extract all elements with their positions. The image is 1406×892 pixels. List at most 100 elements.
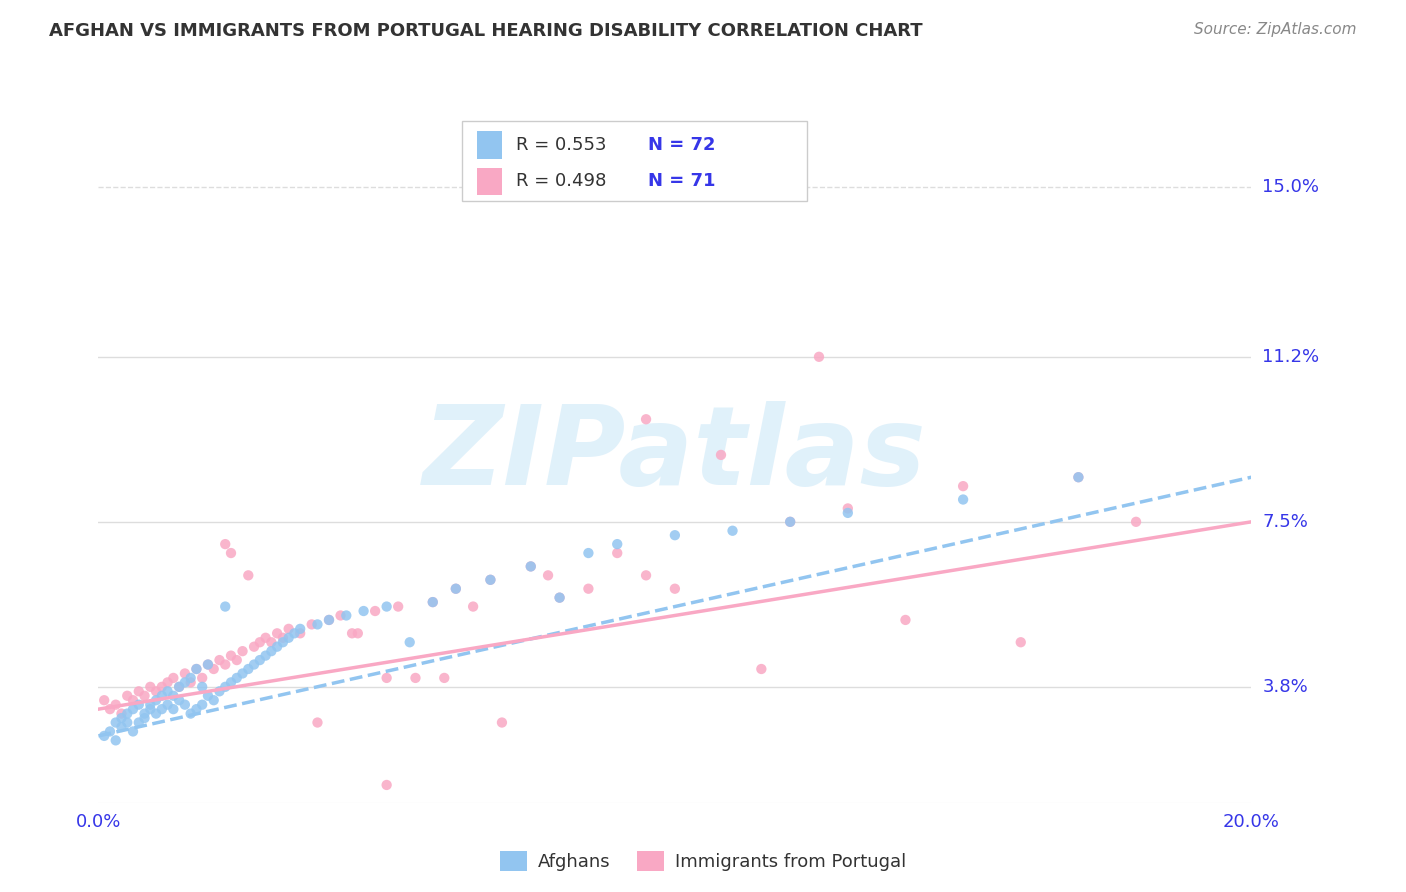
Point bbox=[952, 479, 974, 493]
Point bbox=[156, 675, 179, 690]
Point bbox=[225, 653, 247, 667]
Point bbox=[751, 662, 773, 676]
Point bbox=[636, 412, 658, 426]
Point bbox=[266, 640, 288, 654]
Point bbox=[807, 350, 830, 364]
Point bbox=[162, 689, 184, 703]
Point bbox=[98, 702, 121, 716]
Point bbox=[364, 604, 387, 618]
Point bbox=[301, 617, 323, 632]
Point bbox=[110, 720, 132, 734]
Point bbox=[122, 724, 145, 739]
Point bbox=[307, 715, 329, 730]
Point bbox=[117, 706, 138, 721]
Point bbox=[104, 698, 127, 712]
Point bbox=[283, 626, 305, 640]
Point bbox=[353, 604, 375, 618]
Point bbox=[260, 644, 283, 658]
Point bbox=[122, 693, 145, 707]
Point bbox=[117, 689, 138, 703]
Point bbox=[174, 675, 197, 690]
Point bbox=[307, 617, 329, 632]
Point bbox=[479, 573, 502, 587]
Point bbox=[537, 568, 560, 582]
Point bbox=[387, 599, 409, 614]
Point bbox=[249, 635, 271, 649]
Point bbox=[231, 644, 254, 658]
Point bbox=[128, 698, 150, 712]
Point bbox=[122, 702, 145, 716]
Point bbox=[636, 568, 658, 582]
Point bbox=[290, 626, 312, 640]
Point bbox=[174, 698, 197, 712]
Point bbox=[779, 515, 801, 529]
Point bbox=[277, 631, 299, 645]
Point bbox=[219, 675, 242, 690]
Point bbox=[894, 613, 917, 627]
Point bbox=[606, 537, 628, 551]
Point bbox=[548, 591, 571, 605]
Point bbox=[197, 657, 219, 672]
Text: 15.0%: 15.0% bbox=[1263, 178, 1319, 196]
Point bbox=[271, 631, 294, 645]
Point bbox=[128, 684, 150, 698]
Point bbox=[779, 515, 801, 529]
Point bbox=[167, 680, 190, 694]
Point bbox=[162, 671, 184, 685]
Point bbox=[139, 680, 162, 694]
Point bbox=[150, 680, 173, 694]
Text: R = 0.553: R = 0.553 bbox=[516, 136, 606, 154]
Point bbox=[1067, 470, 1090, 484]
Point bbox=[214, 657, 236, 672]
Point bbox=[202, 693, 225, 707]
Point bbox=[254, 631, 277, 645]
Point bbox=[93, 693, 115, 707]
Point bbox=[318, 613, 340, 627]
Point bbox=[197, 657, 219, 672]
Point bbox=[271, 635, 294, 649]
Point bbox=[721, 524, 744, 538]
Point bbox=[1010, 635, 1032, 649]
Text: R = 0.498: R = 0.498 bbox=[516, 172, 606, 191]
Point bbox=[548, 591, 571, 605]
Point bbox=[98, 724, 121, 739]
FancyBboxPatch shape bbox=[461, 121, 807, 201]
Point bbox=[156, 684, 179, 698]
Point bbox=[238, 568, 260, 582]
Point bbox=[156, 698, 179, 712]
Text: ZIPatlas: ZIPatlas bbox=[423, 401, 927, 508]
Point bbox=[180, 706, 202, 721]
Point bbox=[952, 492, 974, 507]
Point bbox=[422, 595, 444, 609]
Point bbox=[444, 582, 467, 596]
Point bbox=[197, 689, 219, 703]
Point bbox=[837, 506, 859, 520]
Point bbox=[375, 599, 398, 614]
Point bbox=[340, 626, 363, 640]
Point bbox=[249, 653, 271, 667]
Point bbox=[145, 706, 167, 721]
Point bbox=[375, 778, 398, 792]
Point bbox=[578, 546, 600, 560]
Point bbox=[578, 582, 600, 596]
Point bbox=[277, 622, 299, 636]
Point bbox=[186, 702, 208, 716]
Point bbox=[191, 680, 214, 694]
Point bbox=[346, 626, 368, 640]
Point bbox=[174, 666, 197, 681]
Point bbox=[398, 635, 420, 649]
Point bbox=[520, 559, 543, 574]
Point bbox=[110, 711, 132, 725]
Point bbox=[266, 626, 288, 640]
Point bbox=[214, 680, 236, 694]
Point bbox=[104, 733, 127, 747]
Point bbox=[214, 599, 236, 614]
Text: 3.8%: 3.8% bbox=[1263, 678, 1308, 696]
Point bbox=[243, 657, 266, 672]
Point bbox=[117, 715, 138, 730]
Point bbox=[254, 648, 277, 663]
Point bbox=[139, 702, 162, 716]
Point bbox=[208, 684, 231, 698]
Text: 7.5%: 7.5% bbox=[1263, 513, 1309, 531]
Point bbox=[444, 582, 467, 596]
